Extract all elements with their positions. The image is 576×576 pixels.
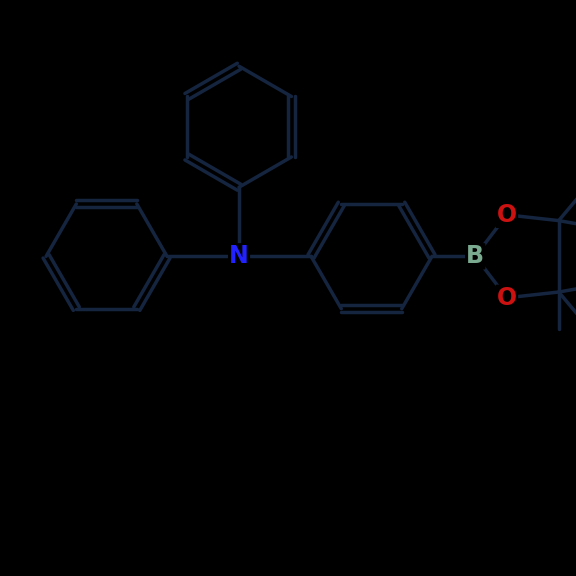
Text: N: N — [229, 244, 249, 268]
Text: B: B — [466, 244, 484, 268]
Text: O: O — [497, 286, 517, 310]
Text: O: O — [497, 203, 517, 227]
